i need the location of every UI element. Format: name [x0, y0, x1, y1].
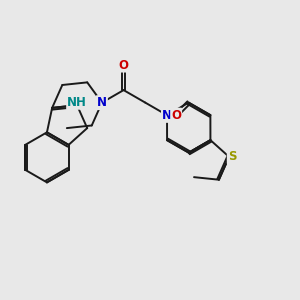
Text: N: N: [162, 109, 172, 122]
Text: S: S: [228, 150, 236, 163]
Text: N: N: [162, 109, 172, 122]
Text: O: O: [171, 109, 181, 122]
Text: NH: NH: [67, 96, 87, 109]
Text: O: O: [118, 58, 129, 72]
Text: N: N: [97, 96, 107, 109]
